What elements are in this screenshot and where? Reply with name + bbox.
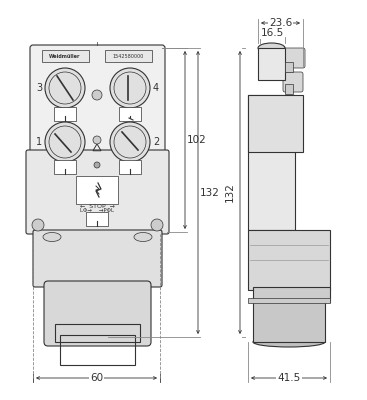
Text: 23.6: 23.6	[269, 18, 292, 28]
Text: 3: 3	[36, 83, 42, 93]
Text: 16.5: 16.5	[261, 28, 284, 38]
FancyBboxPatch shape	[283, 72, 303, 92]
Bar	[253, 287, 330, 302]
Circle shape	[92, 90, 102, 100]
Circle shape	[45, 122, 85, 162]
Text: 60: 60	[90, 373, 103, 383]
Circle shape	[110, 68, 150, 108]
Ellipse shape	[134, 232, 152, 242]
Ellipse shape	[43, 232, 61, 242]
Circle shape	[93, 136, 101, 144]
Circle shape	[45, 68, 85, 108]
Bar	[119, 160, 141, 174]
Bar	[105, 50, 152, 62]
FancyBboxPatch shape	[44, 281, 151, 346]
FancyBboxPatch shape	[30, 45, 165, 155]
Bar	[54, 160, 76, 174]
Text: ←  STOP  →: ← STOP →	[80, 204, 115, 208]
Bar	[285, 84, 293, 94]
Bar	[119, 107, 141, 121]
Text: LΦ→    →PΦL: LΦ→ →PΦL	[80, 208, 114, 212]
Text: 102: 102	[187, 135, 207, 145]
Text: 4: 4	[153, 83, 159, 93]
Bar	[248, 230, 330, 290]
Bar	[60, 335, 135, 365]
Bar	[76, 176, 118, 204]
Bar	[42, 50, 89, 62]
Ellipse shape	[258, 43, 285, 53]
Bar	[248, 298, 330, 303]
Bar	[258, 48, 285, 80]
Circle shape	[110, 122, 150, 162]
Bar	[55, 324, 140, 342]
Circle shape	[94, 162, 100, 168]
Text: 132: 132	[200, 188, 220, 198]
Bar	[253, 302, 325, 342]
Text: 1542580000: 1542580000	[112, 54, 143, 58]
Text: Weidmüller: Weidmüller	[49, 54, 81, 58]
FancyBboxPatch shape	[283, 48, 305, 68]
Text: 1: 1	[36, 137, 42, 147]
Text: 2: 2	[153, 137, 159, 147]
FancyBboxPatch shape	[26, 150, 169, 234]
Text: 41.5: 41.5	[277, 373, 301, 383]
Bar	[86, 212, 108, 226]
Text: 132: 132	[225, 182, 235, 202]
FancyBboxPatch shape	[33, 230, 162, 287]
Bar	[285, 62, 293, 72]
Bar	[54, 107, 76, 121]
Bar	[248, 95, 303, 152]
Ellipse shape	[253, 337, 325, 347]
Circle shape	[151, 219, 163, 231]
Circle shape	[32, 219, 44, 231]
Bar	[248, 95, 295, 230]
